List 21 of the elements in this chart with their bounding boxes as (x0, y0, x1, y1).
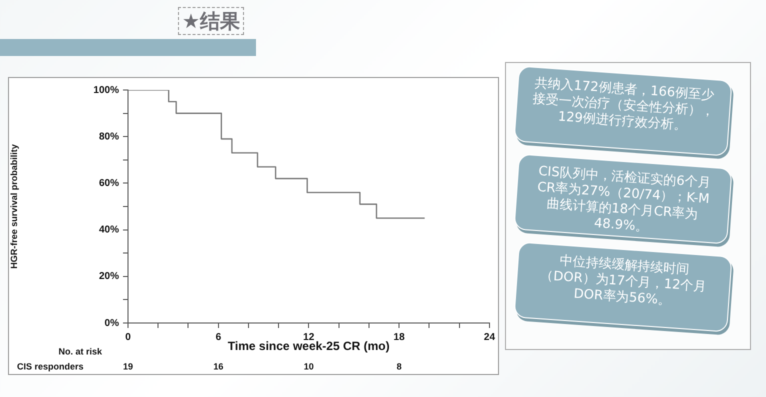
y-tick-label: 60% (98, 178, 120, 189)
text: 16 (213, 361, 224, 372)
y-axis-title: HGR-free survival probability (8, 144, 19, 269)
text: 10 (304, 361, 314, 372)
text: 共纳入172例患者，166例至少接受一次治疗（安全性分析），129例进行疗效分析。 (514, 66, 732, 156)
y-tick-label: 80% (98, 131, 120, 142)
text: No. at risk (58, 346, 103, 356)
text: 8 (396, 361, 402, 372)
x-tick-label: 18 (394, 332, 406, 343)
x-tick-label: 24 (484, 332, 496, 343)
text: 19 (122, 361, 134, 372)
text: CIS队列中，活检证实的6个月CR率为27%（20/74）；K-M曲线计算的18个月CR率为48.9%。 (514, 154, 732, 244)
chart-title: ★结果 (178, 7, 244, 35)
y-tick-label: 40% (98, 224, 120, 236)
y-tick-label: 0% (104, 318, 120, 329)
text: 中位持续缓解持续时间（DOR）为17个月，12个月DOR率为56%。 (514, 242, 732, 332)
x-tick-label: 6 (216, 332, 222, 343)
text: CIS responders (17, 361, 84, 372)
y-tick-label: 20% (98, 271, 120, 282)
x-tick-label: 0 (125, 332, 132, 343)
y-tick-label: 100% (93, 84, 120, 96)
